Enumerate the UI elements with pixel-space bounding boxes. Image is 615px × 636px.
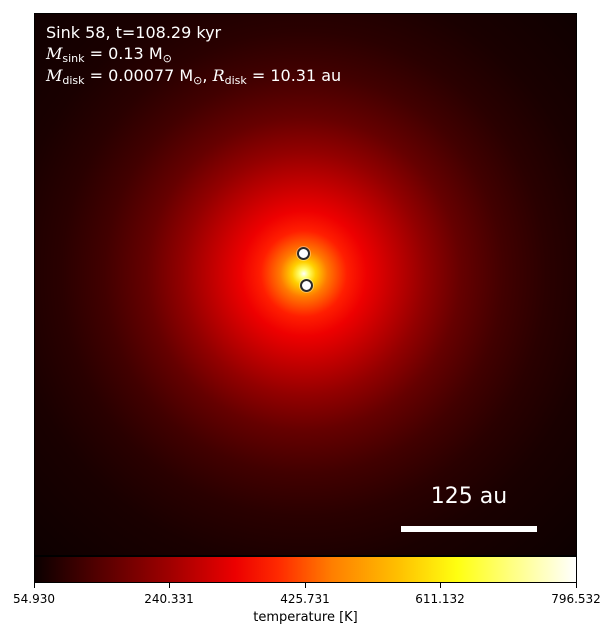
temperature-map: Sink 58, t=108.29 kyr Msink = 0.13 M⊙ Md…: [34, 13, 577, 556]
colorbar-tick: [576, 583, 577, 588]
mdisk-value: = 0.00077 M: [84, 66, 194, 85]
rdisk-sub: disk: [224, 74, 247, 87]
msink-sub: sink: [62, 52, 85, 65]
colorbar-tick-label: 240.331: [144, 592, 194, 606]
sink-mass: Msink = 0.13 M⊙: [46, 44, 172, 69]
mdisk-separator: ,: [202, 66, 213, 85]
colorbar-tick: [305, 583, 306, 588]
colorbar-tick-label: 796.532: [551, 592, 601, 606]
colorbar-tick: [440, 583, 441, 588]
colorbar-tick-label: 611.132: [415, 592, 465, 606]
mdisk-sub: disk: [62, 74, 85, 87]
msink-sun: ⊙: [162, 52, 172, 65]
rdisk-symbol: R: [212, 66, 225, 85]
sink-marker-lower: [299, 278, 314, 293]
scale-bar-label: 125 au: [430, 484, 508, 509]
sink-marker-upper: [296, 246, 311, 261]
msink-symbol: M: [46, 44, 63, 63]
colorbar-tick-label: 425.731: [280, 592, 330, 606]
rdisk-value: = 10.31 au: [246, 66, 342, 85]
disk-properties: Mdisk = 0.00077 M⊙, Rdisk = 10.31 au: [46, 66, 341, 91]
colorbar-tick: [169, 583, 170, 588]
colorbar-label: temperature [K]: [253, 610, 358, 625]
scale-bar: [401, 526, 537, 532]
sink-title: Sink 58, t=108.29 kyr: [46, 23, 222, 42]
mdisk-symbol: M: [46, 66, 63, 85]
colorbar-tick-label: 54.930: [13, 592, 55, 606]
mdisk-sun: ⊙: [193, 74, 203, 87]
colorbar: [34, 556, 577, 583]
colorbar-tick: [34, 583, 35, 588]
msink-value: = 0.13 M: [84, 44, 163, 63]
